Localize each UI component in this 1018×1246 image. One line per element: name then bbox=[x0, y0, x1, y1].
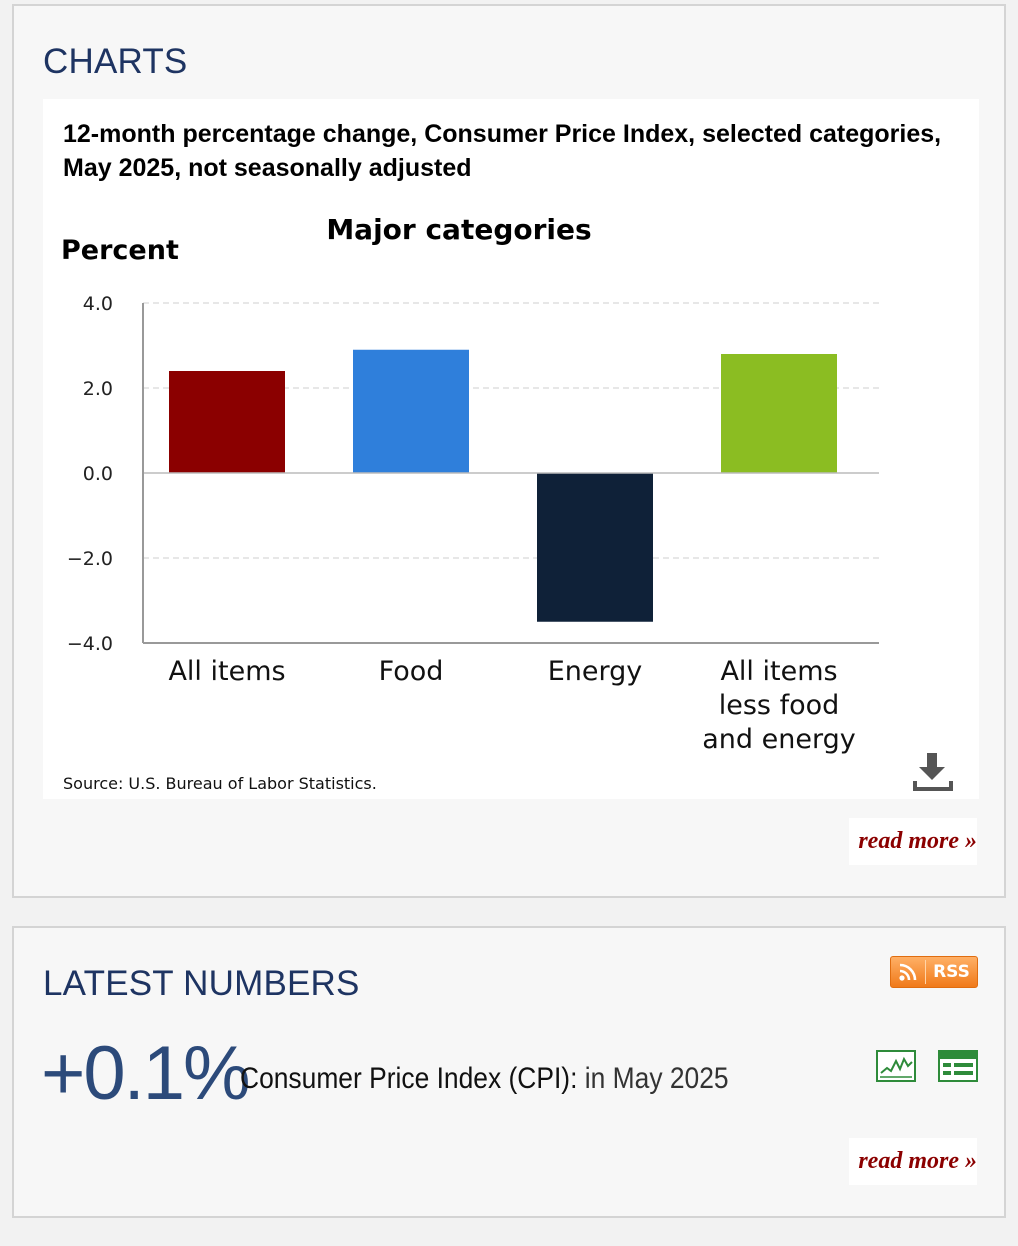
y-tick-label: 0.0 bbox=[83, 463, 113, 485]
download-icon[interactable] bbox=[911, 749, 955, 795]
charts-panel: CHARTS 12-month percentage change, Consu… bbox=[12, 4, 1006, 898]
chart-subtitle: Major categories bbox=[326, 213, 591, 246]
x-tick-label: All items bbox=[168, 656, 285, 687]
rss-icon bbox=[891, 957, 925, 987]
cpi-description: Consumer Price Index (CPI): in May 2025 bbox=[240, 1062, 729, 1096]
chart-source: Source: U.S. Bureau of Labor Statistics. bbox=[63, 774, 377, 793]
y-tick-label: 2.0 bbox=[83, 378, 113, 400]
charts-read-more-link[interactable]: read more » bbox=[849, 818, 977, 865]
latest-numbers-heading: LATEST NUMBERS bbox=[43, 964, 360, 1003]
y-tick-label: −2.0 bbox=[67, 548, 113, 570]
y-tick-label: 4.0 bbox=[83, 293, 113, 315]
y-axis-label: Percent bbox=[61, 235, 179, 266]
rss-button[interactable]: RSS bbox=[890, 956, 978, 988]
rss-label: RSS bbox=[933, 962, 970, 982]
chart-card: 12-month percentage change, Consumer Pri… bbox=[43, 99, 979, 799]
bar bbox=[721, 354, 837, 473]
latest-numbers-panel: LATEST NUMBERS RSS +0.1% Consumer Price … bbox=[12, 926, 1006, 1218]
line-chart-icon[interactable] bbox=[876, 1050, 916, 1082]
x-tick-label: Food bbox=[379, 656, 444, 687]
latest-read-more-link[interactable]: read more » bbox=[849, 1138, 977, 1185]
chart-title: 12-month percentage change, Consumer Pri… bbox=[63, 120, 942, 182]
x-tick-label: less food bbox=[719, 690, 840, 721]
rss-separator bbox=[925, 960, 926, 984]
bar bbox=[169, 371, 285, 473]
cpi-link[interactable]: Consumer Price Index (CPI): bbox=[240, 1062, 578, 1095]
bar bbox=[353, 349, 469, 473]
y-tick-label: −4.0 bbox=[67, 633, 113, 655]
bar-chart: Major categories Percent 4.0 2.0 0.0 −2.0 −4.0… bbox=[61, 213, 879, 755]
x-tick-label: and energy bbox=[702, 724, 855, 755]
charts-heading: CHARTS bbox=[43, 42, 188, 81]
cpi-period: in May 2025 bbox=[584, 1062, 729, 1095]
latest-value: +0.1% bbox=[41, 1031, 251, 1116]
x-tick-label: All items bbox=[720, 656, 837, 687]
table-icon[interactable] bbox=[938, 1050, 978, 1082]
bar bbox=[537, 473, 653, 622]
x-tick-label: Energy bbox=[548, 656, 643, 687]
